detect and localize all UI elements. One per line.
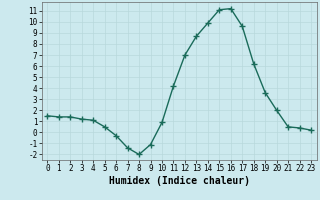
X-axis label: Humidex (Indice chaleur): Humidex (Indice chaleur) <box>109 176 250 186</box>
